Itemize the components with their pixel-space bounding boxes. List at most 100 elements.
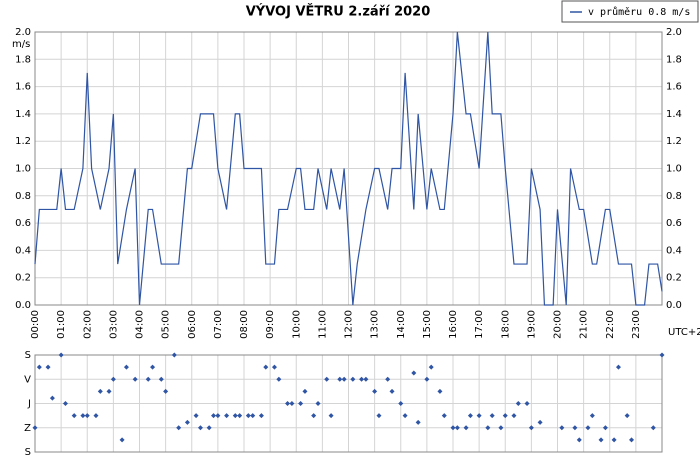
direction-point (428, 364, 434, 370)
direction-point (150, 364, 156, 370)
direction-point (572, 425, 578, 431)
direction-point (32, 425, 38, 431)
x-tick-label: 20:00 (553, 310, 564, 339)
direction-point (576, 437, 582, 443)
x-tick-label: 19:00 (526, 310, 537, 339)
direction-point (110, 376, 116, 382)
x-tick-label: 03:00 (108, 310, 119, 339)
y-tick-label: J (27, 399, 31, 410)
direction-point (629, 437, 635, 443)
y-tick-label-right: 1.6 (666, 82, 682, 93)
direction-point (559, 425, 565, 431)
y-tick-label-right: 1.0 (666, 164, 682, 175)
direction-point (515, 401, 521, 406)
x-tick-label: 13:00 (370, 310, 381, 339)
direction-point (350, 376, 356, 382)
direction-point (36, 364, 42, 370)
direction-point (132, 376, 138, 382)
direction-point (237, 413, 243, 419)
y-tick-label-right: 0.2 (666, 273, 682, 284)
direction-point (211, 413, 217, 419)
direction-point (359, 376, 365, 382)
direction-point (184, 419, 190, 425)
direction-point (467, 413, 473, 419)
direction-point (385, 376, 391, 382)
direction-point (372, 388, 378, 394)
direction-point (285, 401, 291, 406)
y-tick-label: Z (24, 423, 31, 434)
x-tick-label: 04:00 (135, 310, 146, 339)
direction-point (84, 413, 90, 419)
direction-point (611, 437, 617, 443)
x-tick-label: 15:00 (422, 310, 433, 339)
direction-point (93, 413, 99, 419)
direction-point (106, 388, 112, 394)
direction-point (49, 395, 55, 401)
direction-point (171, 352, 177, 358)
direction-point (498, 425, 504, 431)
direction-point (441, 413, 447, 419)
y-tick-label: 2.0 (15, 27, 31, 38)
direction-point (650, 425, 656, 431)
direction-point (197, 425, 203, 431)
direction-point (328, 413, 334, 419)
plot-frame (34, 354, 663, 453)
x-tick-label: 18:00 (500, 310, 511, 339)
direction-point (411, 370, 417, 376)
direction-point (80, 413, 86, 419)
y-tick-label: 1.0 (15, 164, 31, 175)
direction-point (585, 425, 591, 431)
y-tick-label: V (24, 374, 31, 385)
direction-point (215, 413, 221, 419)
direction-point (589, 413, 595, 419)
y-tick-label-right: 1.8 (666, 54, 682, 65)
y-tick-label: 1.2 (15, 136, 31, 147)
direction-point (659, 352, 665, 358)
y-tick-label: 0.0 (15, 300, 31, 311)
y-tick-label: S (25, 447, 31, 458)
direction-point (624, 413, 630, 419)
y-tick-label: 0.4 (15, 245, 31, 256)
direction-point (363, 376, 369, 382)
direction-point (119, 437, 125, 443)
direction-point (58, 352, 64, 358)
y-axis-label: m/s (12, 39, 30, 50)
direction-point (615, 364, 621, 370)
y-tick-label-right: 0.8 (666, 191, 682, 202)
x-tick-label: 17:00 (474, 310, 485, 339)
direction-point (524, 401, 530, 406)
direction-point (289, 401, 295, 406)
direction-point (158, 376, 164, 382)
y-tick-label: 0.8 (15, 191, 31, 202)
direction-point (193, 413, 199, 419)
x-tick-label: 10:00 (291, 310, 302, 339)
direction-point (454, 425, 460, 431)
direction-point (145, 376, 151, 382)
wind-speed-line (34, 31, 663, 306)
x-tick-label: 01:00 (56, 310, 67, 339)
x-tick-label: 09:00 (265, 310, 276, 339)
direction-point (489, 413, 495, 419)
y-tick-label: 1.6 (15, 82, 31, 93)
x-tick-label: 00:00 (30, 310, 41, 339)
direction-point (602, 425, 608, 431)
direction-point (263, 364, 269, 370)
x-tick-label: 16:00 (448, 310, 459, 339)
direction-point (271, 364, 277, 370)
direction-point (463, 425, 469, 431)
direction-point (258, 413, 264, 419)
direction-point (97, 388, 103, 394)
y-tick-label-right: 1.2 (666, 136, 682, 147)
direction-point (62, 401, 68, 406)
direction-point (315, 401, 321, 406)
direction-point (311, 413, 317, 419)
direction-point (232, 413, 238, 419)
y-tick-label: 1.4 (15, 109, 31, 120)
direction-point (206, 425, 212, 431)
direction-point (511, 413, 517, 419)
y-tick-label: 0.2 (15, 273, 31, 284)
y-tick-label-right: 0.4 (666, 245, 682, 256)
plot-frame (34, 31, 663, 306)
direction-point (245, 413, 251, 419)
direction-point (71, 413, 77, 419)
